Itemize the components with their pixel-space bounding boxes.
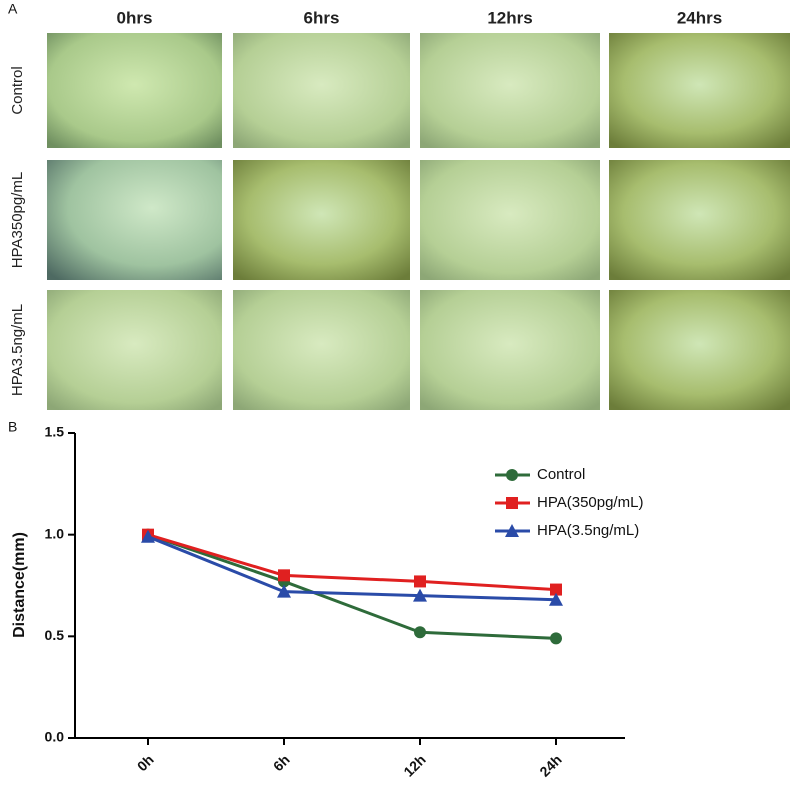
- data-point: [414, 575, 426, 588]
- data-point: [414, 626, 426, 639]
- data-point: [278, 569, 290, 582]
- micrograph: [420, 290, 600, 410]
- x-tick-label: 0h: [134, 751, 157, 774]
- x-tick-label: 12h: [400, 751, 428, 779]
- micrograph: [47, 33, 222, 148]
- micrograph: [47, 290, 222, 410]
- micrograph: [47, 160, 222, 280]
- legend-label: Control: [537, 466, 585, 483]
- series-line: [147, 533, 557, 640]
- row-label: HPA3.5ng/mL: [9, 304, 26, 396]
- legend-marker: [506, 469, 518, 481]
- panel-label: B: [8, 419, 17, 435]
- legend-label: HPA(3.5ng/mL): [537, 522, 639, 539]
- micrograph: [420, 33, 600, 148]
- series-line: [147, 535, 557, 602]
- row-label: Control: [9, 66, 26, 114]
- data-point: [277, 584, 291, 598]
- x-tick-label: 6h: [270, 751, 293, 774]
- micrograph: [420, 160, 600, 280]
- data-point: [141, 529, 155, 543]
- column-header: 24hrs: [677, 8, 722, 27]
- y-axis-title: Distance(mm): [11, 532, 28, 638]
- y-tick-label: 1.5: [45, 424, 65, 440]
- y-tick-label: 1.0: [45, 525, 65, 541]
- column-header: 0hrs: [117, 8, 153, 27]
- legend-label: HPA(350pg/mL): [537, 494, 643, 511]
- x-tick-label: 24h: [536, 751, 564, 779]
- micrograph: [609, 33, 790, 148]
- data-point: [550, 632, 562, 645]
- y-tick-label: 0.5: [45, 627, 65, 643]
- micrograph: [609, 290, 790, 410]
- data-point: [549, 592, 563, 606]
- series-line: [147, 533, 557, 592]
- row-label: HPA350pg/mL: [9, 172, 26, 268]
- image-grid: 0hrs 6hrs 12hrs 24hrs Control HPA350pg/mL HPA3…: [9, 8, 790, 410]
- legend-marker: [506, 497, 518, 509]
- micrograph: [233, 160, 410, 280]
- data-point: [550, 583, 562, 596]
- data-point: [413, 588, 427, 602]
- micrograph: [233, 290, 410, 410]
- micrograph: [609, 160, 790, 280]
- micrograph: [233, 33, 410, 148]
- column-header: 6hrs: [304, 8, 340, 27]
- y-tick-label: 0.0: [45, 729, 65, 745]
- column-header: 12hrs: [487, 8, 532, 27]
- line-chart: Distance(mm) 0.0 0.5 1.0 1.5 0h 6h 12h 24h Contr…: [11, 424, 643, 780]
- legend-marker: [505, 524, 519, 537]
- panel-label: A: [8, 1, 18, 17]
